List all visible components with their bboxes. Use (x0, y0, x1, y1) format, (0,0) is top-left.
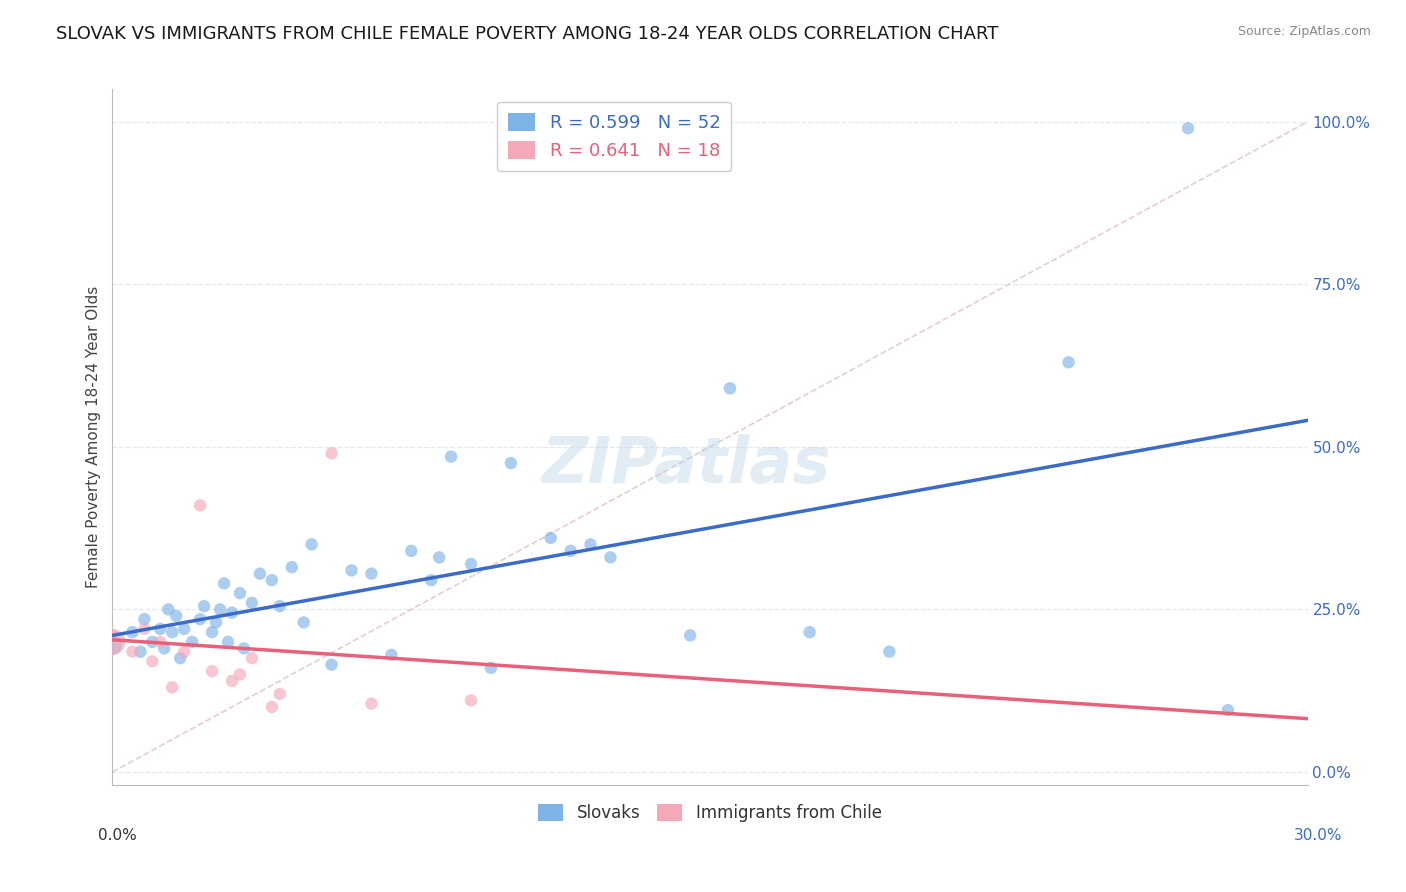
Point (229, 586, 252, 600)
Text: ZIPatlas: ZIPatlas (541, 434, 831, 496)
Point (1057, 355, 1080, 369)
Point (149, 622, 172, 636)
Point (173, 622, 195, 636)
Point (201, 664, 224, 678)
Point (209, 602, 232, 616)
Text: 0.0%: 0.0% (98, 828, 138, 843)
Point (301, 537, 323, 551)
Point (427, 550, 450, 565)
Point (165, 608, 187, 623)
Point (121, 625, 143, 640)
Point (212, 576, 235, 591)
Point (401, 544, 423, 558)
Point (134, 622, 156, 636)
Point (499, 456, 522, 470)
Point (879, 645, 901, 659)
Point (360, 566, 382, 581)
Point (240, 651, 263, 665)
Point (340, 563, 363, 577)
Point (229, 667, 252, 681)
Point (181, 635, 204, 649)
Y-axis label: Female Poverty Among 18-24 Year Olds: Female Poverty Among 18-24 Year Olds (86, 286, 101, 588)
Point (157, 602, 180, 616)
Text: SLOVAK VS IMMIGRANTS FROM CHILE FEMALE POVERTY AMONG 18-24 YEAR OLDS CORRELATION: SLOVAK VS IMMIGRANTS FROM CHILE FEMALE P… (56, 25, 998, 43)
Point (141, 654, 163, 668)
Point (149, 635, 172, 649)
Point (420, 573, 443, 587)
Point (560, 544, 582, 558)
Point (260, 573, 283, 587)
Point (249, 566, 271, 581)
Point (221, 606, 243, 620)
Point (292, 615, 315, 630)
Point (718, 381, 741, 395)
Point (101, 635, 124, 649)
Point (479, 661, 502, 675)
Point (540, 531, 562, 545)
Point (460, 693, 482, 707)
Point (173, 645, 195, 659)
Point (205, 615, 228, 630)
Point (1177, 121, 1199, 136)
Point (260, 700, 283, 714)
Point (440, 450, 463, 464)
Point (193, 599, 215, 614)
Point (129, 645, 152, 659)
Point (380, 648, 402, 662)
Point (679, 628, 702, 642)
Point (321, 446, 343, 460)
Point (799, 625, 821, 640)
Point (162, 681, 183, 695)
Text: 30.0%: 30.0% (1295, 828, 1343, 843)
Point (217, 635, 239, 649)
Point (141, 635, 163, 649)
Point (599, 550, 621, 565)
Point (134, 612, 156, 626)
Point (1216, 703, 1239, 717)
Point (269, 687, 291, 701)
Point (169, 651, 191, 665)
Point (188, 499, 211, 513)
Point (221, 673, 243, 688)
Point (233, 641, 256, 656)
Point (121, 645, 143, 659)
Point (201, 625, 224, 640)
Point (460, 557, 482, 571)
Point (360, 697, 382, 711)
Point (188, 612, 211, 626)
Point (269, 599, 291, 614)
Point (101, 638, 124, 652)
Text: Source: ZipAtlas.com: Source: ZipAtlas.com (1237, 25, 1371, 38)
Legend: Slovaks, Immigrants from Chile: Slovaks, Immigrants from Chile (531, 797, 889, 829)
Point (153, 641, 176, 656)
Point (240, 596, 263, 610)
Point (579, 537, 602, 551)
Point (162, 625, 183, 640)
Point (321, 657, 343, 672)
Point (101, 628, 124, 642)
Point (281, 560, 304, 574)
